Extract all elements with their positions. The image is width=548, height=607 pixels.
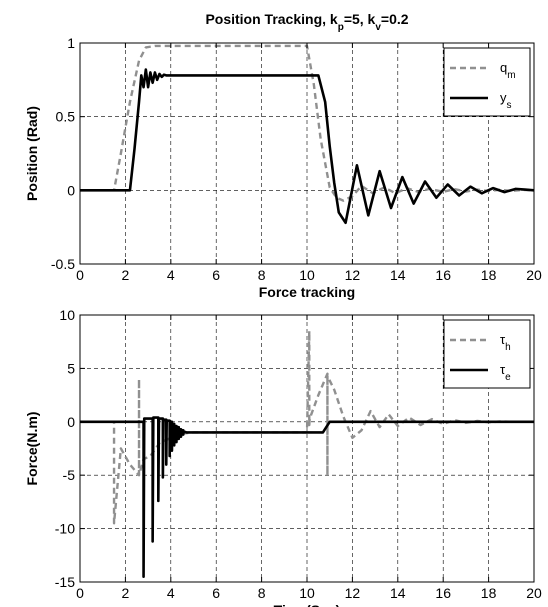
y-tick-label: -5 xyxy=(63,467,76,483)
x-tick-label: 10 xyxy=(299,267,315,283)
x-tick-label: 6 xyxy=(212,585,220,601)
x-tick-label: 2 xyxy=(122,267,130,283)
legend: τh τe xyxy=(443,319,531,389)
x-tick-label: 0 xyxy=(76,585,84,601)
x-tick-label: 18 xyxy=(481,585,497,601)
y-axis-label: Position (Rad) xyxy=(24,106,40,201)
x-tick-label: 16 xyxy=(435,267,451,283)
x-tick-label: 4 xyxy=(167,267,175,283)
x-tick-label: 18 xyxy=(481,267,497,283)
y-tick-label: 1 xyxy=(67,35,75,51)
x-tick-label: 20 xyxy=(526,267,542,283)
legend: qm ys xyxy=(443,47,531,117)
x-tick-label: 4 xyxy=(167,585,175,601)
y-tick-label: 0 xyxy=(67,182,75,198)
x-tick-label: 10 xyxy=(299,585,315,601)
x-tick-label: 12 xyxy=(345,585,361,601)
x-tick-label: 12 xyxy=(345,267,361,283)
legend-box xyxy=(443,47,531,117)
y-tick-label: 0 xyxy=(67,414,75,430)
legend-box xyxy=(443,319,531,389)
x-axis-label: Time(Sec) xyxy=(274,602,341,607)
y-axis-label: Force(N.m) xyxy=(24,412,40,486)
y-tick-label: 5 xyxy=(67,360,75,376)
legend-label: ys xyxy=(500,90,512,111)
x-tick-label: 2 xyxy=(122,585,130,601)
y-tick-label: 10 xyxy=(59,307,75,323)
x-tick-label: 8 xyxy=(258,267,266,283)
x-tick-label: 16 xyxy=(435,585,451,601)
series-line-τe xyxy=(80,416,534,578)
series-line-qm xyxy=(80,44,535,202)
x-tick-label: 8 xyxy=(258,585,266,601)
x-tick-label: 20 xyxy=(526,585,542,601)
x-axis-label: Force tracking xyxy=(259,284,355,300)
y-tick-label: -10 xyxy=(55,521,75,537)
y-tick-label: -0.5 xyxy=(51,256,75,272)
legend-label: qm xyxy=(500,60,516,81)
series-line-ys xyxy=(80,68,535,225)
y-tick-label: -15 xyxy=(55,574,75,590)
x-tick-label: 14 xyxy=(390,585,406,601)
x-tick-label: 6 xyxy=(212,267,220,283)
legend-label: τe xyxy=(500,362,511,383)
legend-label: τh xyxy=(500,332,511,353)
force-tracking-chart: 02468101214161820-15-10-50510Time(Sec)Fo… xyxy=(24,307,542,607)
y-tick-label: 0.5 xyxy=(56,109,76,125)
x-tick-label: 14 xyxy=(390,267,406,283)
x-tick-label: 0 xyxy=(76,267,84,283)
chart-title: Position Tracking, kp=5, kv=0.2 xyxy=(205,11,408,33)
